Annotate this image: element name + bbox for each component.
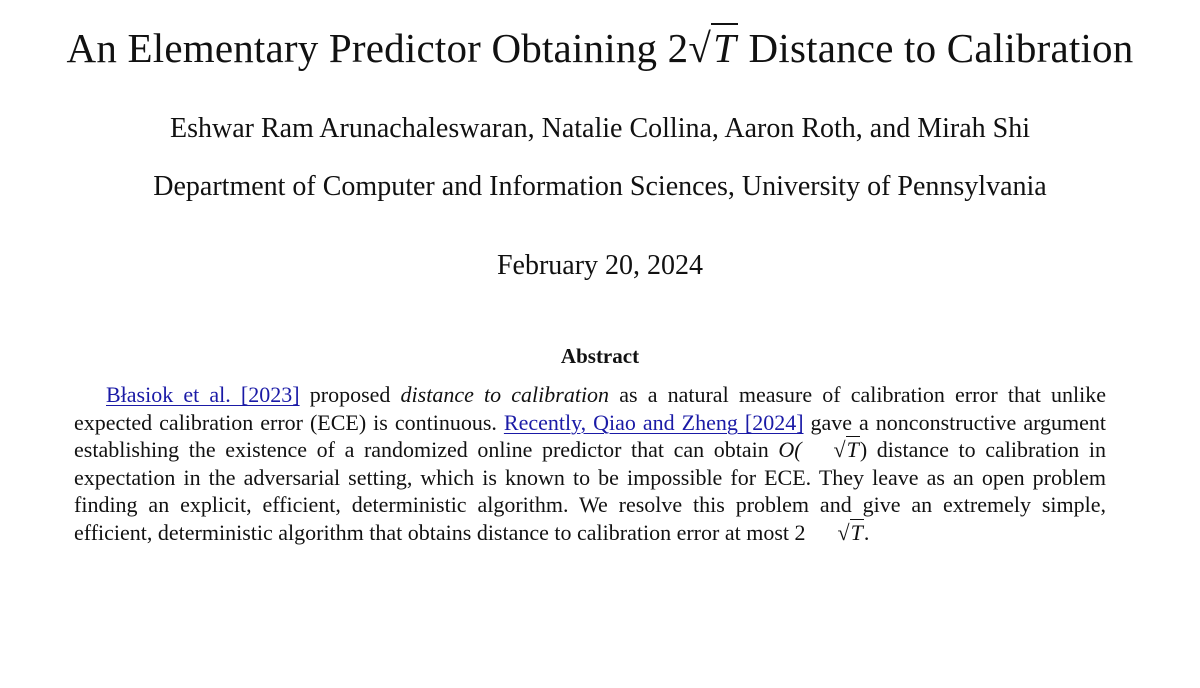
math1-sqrt-symbol: √ bbox=[833, 437, 846, 463]
math1-sqrt: √T bbox=[802, 436, 860, 464]
math-big-o-sqrt-t: O(√T) bbox=[778, 436, 868, 464]
abstract-text-4: distance to calibration in expectation i… bbox=[74, 437, 1106, 545]
citation-link-qiao-zheng[interactable]: Recently, Qiao and Zheng [2024] bbox=[503, 409, 804, 435]
abstract-body: Błasiok et al. [2023] proposed distance … bbox=[74, 381, 1106, 547]
math2-var: T bbox=[849, 518, 864, 545]
abstract-text-3: gave a non­constructive argument establi… bbox=[74, 409, 1107, 463]
title-text-before: An Elementary Predictor Obtaining 2 bbox=[66, 25, 689, 71]
title-sqrt: √T bbox=[688, 23, 739, 72]
abstract-emphasis: distance to calibration bbox=[400, 382, 610, 407]
math2-sqrt-symbol: √ bbox=[837, 519, 850, 545]
title-sqrt-symbol: √ bbox=[688, 25, 712, 71]
affiliation: Department of Computer and Information S… bbox=[153, 171, 1047, 202]
math2-sqrt: √T bbox=[806, 518, 864, 547]
publication-date: February 20, 2024 bbox=[496, 250, 704, 281]
abstract-text-1: proposed bbox=[299, 382, 401, 407]
citation-link-blasiok[interactable]: Błasiok et al. [2023] bbox=[106, 382, 300, 407]
paper-title: An Elementary Predictor Obtaining 2√T Di… bbox=[0, 23, 1200, 72]
math1-suffix: ) bbox=[859, 437, 868, 463]
math-two-sqrt-t: 2 √T bbox=[794, 518, 864, 547]
math2-prefix: 2 bbox=[794, 519, 806, 545]
author-list: Eshwar Ram Arunachaleswaran, Natalie Col… bbox=[169, 113, 1030, 144]
math1-prefix: O( bbox=[778, 437, 802, 463]
title-sqrt-var: T bbox=[711, 23, 739, 71]
title-text-after: Distance to Calibration bbox=[738, 25, 1134, 71]
abstract-text-5: . bbox=[863, 519, 870, 545]
abstract-text-2: as a natural measure of calibration erro… bbox=[74, 382, 1106, 435]
abstract-heading: Abstract bbox=[560, 344, 640, 368]
math1-var: T bbox=[845, 436, 860, 463]
